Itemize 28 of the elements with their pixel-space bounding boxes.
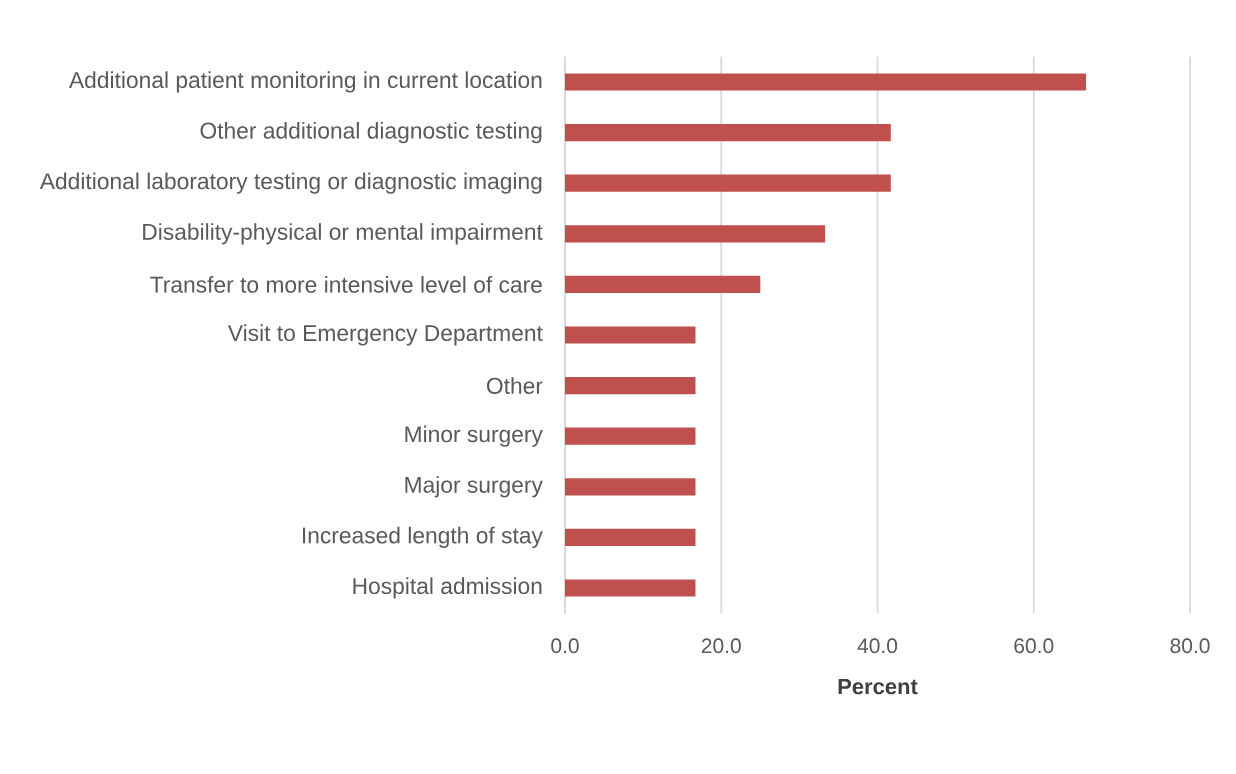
y-tick-label: Transfer to more intensive level of care [150, 276, 542, 293]
bar [565, 225, 826, 243]
bar [565, 376, 696, 395]
y-tick-label: Hospital admission [353, 577, 542, 599]
bar [565, 174, 891, 192]
bar [565, 478, 696, 496]
y-tick-label: Additional laboratory testing or diagnostic imaging [39, 172, 542, 194]
bar [565, 427, 696, 445]
y-tick-label: Visit to Emergency Department [227, 324, 543, 346]
y-tick-label: Other additional diagnostic testing [200, 121, 542, 144]
bar [565, 275, 761, 293]
bar [565, 73, 1087, 91]
x-tick-label: 0.0 [551, 638, 579, 654]
x-tick-label: 40.0 [857, 638, 898, 654]
y-tick-label: Increased length of stay [302, 526, 543, 549]
bar [565, 326, 696, 344]
x-axis-title: Percent [838, 678, 918, 695]
y-tick-label: Minor surgery [405, 425, 543, 447]
y-tick-label: Major surgery [405, 476, 543, 498]
x-tick-label: 80.0 [1170, 638, 1210, 654]
x-tick-label: 60.0 [1014, 638, 1054, 654]
y-tick-label: Additional patient monitoring in current location [68, 71, 542, 93]
x-tick-label: 20.0 [701, 638, 741, 654]
y-tick-label: Disability-physical or mental impairment [143, 223, 543, 245]
bar [565, 579, 696, 597]
bar [565, 123, 891, 142]
y-tick-label: Other [486, 377, 543, 394]
bar [565, 528, 696, 546]
